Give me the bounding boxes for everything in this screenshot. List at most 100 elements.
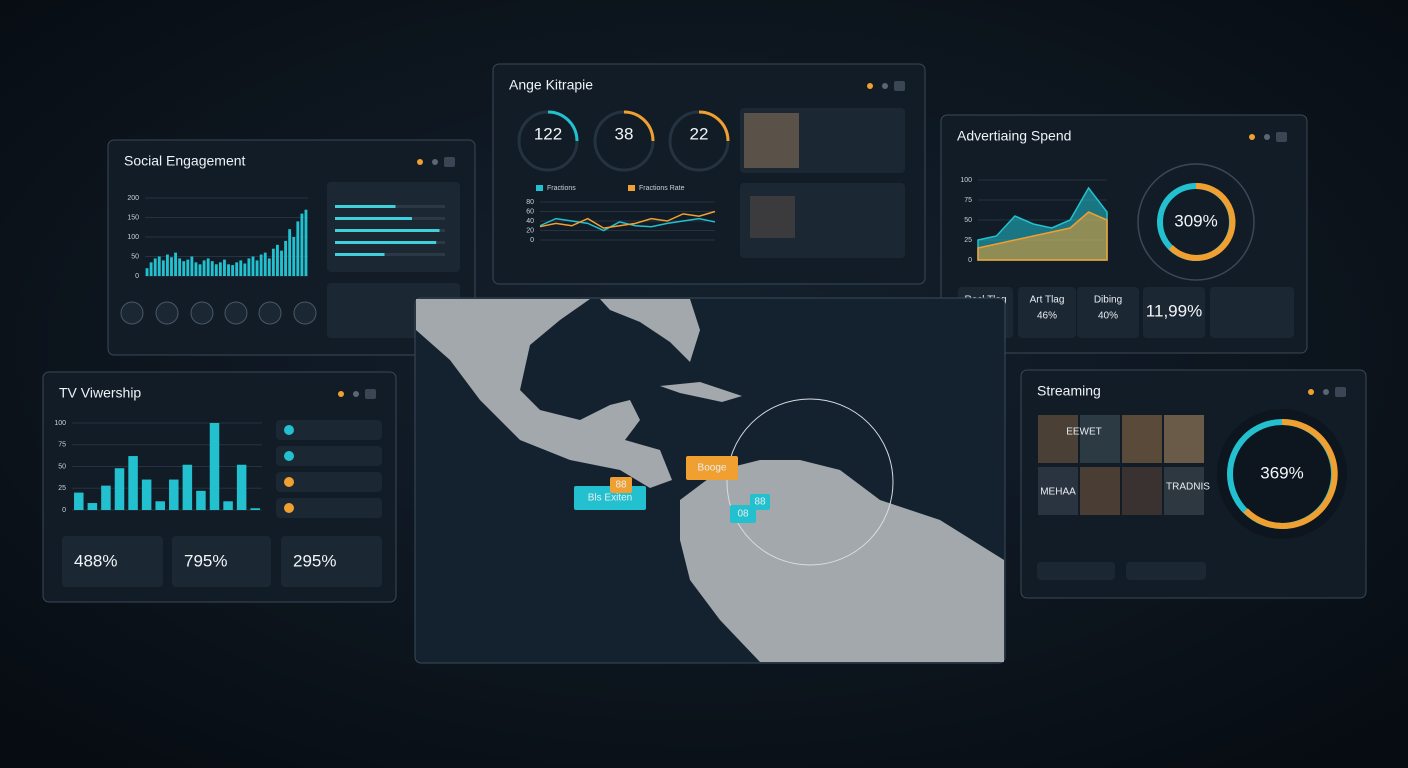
y-tick-label: 150 (127, 214, 139, 221)
bar (178, 258, 182, 276)
panel-title: Advertiaing Spend (957, 128, 1071, 144)
bar (149, 262, 153, 276)
bar (214, 264, 218, 276)
bar (267, 258, 271, 276)
bar (236, 464, 247, 510)
bar (243, 263, 247, 276)
bar (182, 261, 186, 276)
card (276, 498, 382, 518)
icon-button[interactable] (190, 301, 214, 325)
gauge-value: 122 (534, 124, 562, 143)
bar (87, 503, 98, 510)
status-dot (867, 83, 873, 89)
y-tick-label: 50 (131, 253, 139, 260)
bar (114, 468, 125, 510)
bar (210, 261, 214, 276)
map (414, 297, 1006, 664)
poster[interactable] (1164, 415, 1204, 463)
bar (196, 490, 206, 510)
map-label: 88 (615, 480, 627, 491)
legend-swatch (536, 185, 543, 191)
bar (300, 213, 304, 276)
map-label: 08 (737, 509, 749, 520)
bar (157, 256, 161, 276)
bar (101, 485, 111, 510)
poster[interactable] (1122, 467, 1162, 515)
bar (170, 257, 173, 276)
poster[interactable] (1038, 467, 1078, 515)
poster[interactable] (1164, 467, 1204, 515)
map-marker[interactable] (730, 505, 756, 523)
bar (206, 258, 210, 276)
donut-bg (1217, 409, 1347, 539)
bar (255, 260, 259, 276)
bar (194, 262, 198, 276)
map-label: Bls Exiten (588, 493, 632, 504)
bar (284, 240, 288, 276)
menu-button[interactable] (444, 157, 455, 167)
bar (153, 258, 157, 276)
y-tick-label: 200 (127, 195, 139, 202)
icon-button[interactable] (120, 301, 144, 325)
y-tick-label: 40 (526, 218, 534, 225)
bar (141, 479, 152, 510)
thumbnail (744, 113, 799, 168)
bar (223, 259, 226, 276)
bar (74, 492, 84, 510)
donut-value: 309% (1174, 211, 1217, 230)
y-tick-label: 25 (58, 485, 66, 492)
poster[interactable] (1080, 415, 1120, 463)
region-circle (726, 398, 894, 566)
bar (271, 248, 275, 276)
menu-button[interactable] (365, 389, 376, 399)
card (281, 536, 382, 587)
card (1126, 562, 1206, 580)
poster[interactable] (1038, 415, 1078, 463)
icon-button[interactable] (258, 301, 282, 325)
bar (209, 423, 220, 510)
bar (280, 250, 283, 276)
stat-value: 11,99% (1146, 301, 1202, 320)
bar (145, 268, 149, 276)
line (539, 210, 716, 229)
status-dot (1323, 389, 1329, 395)
map-marker[interactable] (610, 477, 632, 493)
stat-value: 488% (74, 551, 117, 570)
legend-swatch (628, 185, 635, 191)
status-dot (1264, 134, 1270, 140)
card (1037, 562, 1115, 580)
icon-button[interactable] (224, 301, 248, 325)
area (977, 211, 1108, 261)
poster-title: EEWET (1066, 427, 1102, 438)
progress-bar (335, 217, 412, 220)
panel-title: Social Engagement (124, 153, 246, 169)
menu-button[interactable] (1276, 132, 1287, 142)
bar (250, 508, 260, 510)
poster[interactable] (1080, 467, 1120, 515)
stat-value: 40% (1098, 311, 1118, 322)
progress-bar (335, 229, 440, 232)
poster[interactable] (1122, 415, 1162, 463)
stat-value: 46% (1037, 311, 1057, 322)
menu-button[interactable] (894, 81, 905, 91)
progress-bar (335, 253, 385, 256)
bar (227, 264, 230, 276)
y-tick-label: 50 (964, 217, 972, 224)
y-tick-label: 100 (127, 234, 139, 241)
menu-button[interactable] (1335, 387, 1346, 397)
bar (161, 260, 165, 276)
gauge-value: 22 (690, 124, 709, 143)
y-tick-label: 75 (58, 442, 66, 449)
bar (223, 501, 233, 510)
icon-button[interactable] (155, 301, 179, 325)
bar (198, 264, 202, 276)
stat-value: 795% (184, 551, 227, 570)
gauge-arc (623, 110, 655, 142)
map-marker[interactable] (686, 456, 738, 480)
bar (296, 221, 300, 276)
land (600, 299, 700, 362)
bar (165, 254, 169, 276)
icon-button[interactable] (293, 301, 317, 325)
